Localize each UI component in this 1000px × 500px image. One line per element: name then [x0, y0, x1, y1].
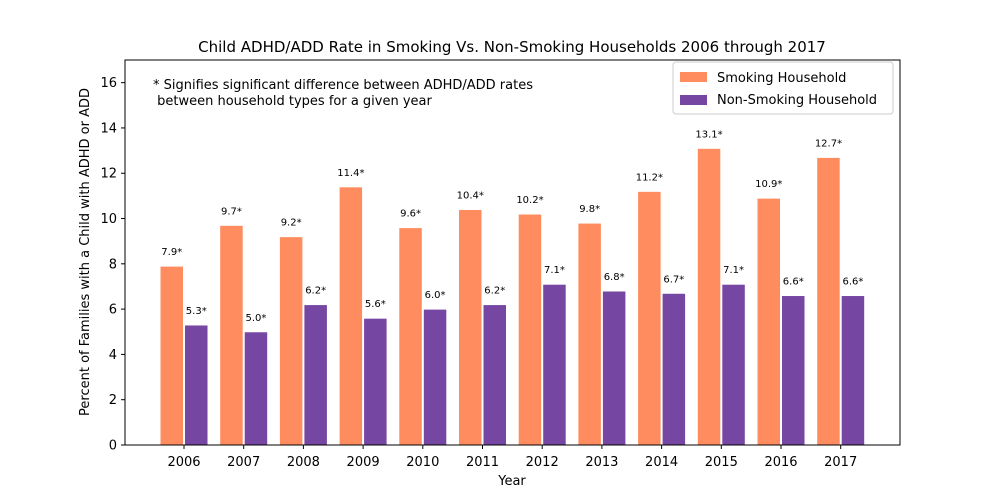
y-tick-label-14: 14 [100, 121, 117, 136]
bar-non-smoking-household-2011 [482, 304, 507, 446]
bar-label-smoking-household-2008: 9.2* [281, 218, 302, 229]
bar-label-non-smoking-household-2010: 6.0* [425, 290, 446, 301]
bar-label-smoking-household-2012: 10.2* [516, 195, 543, 206]
y-tick-label-8: 8 [109, 257, 117, 272]
bar-label-smoking-household-2016: 10.9* [755, 179, 782, 190]
y-tick-label-12: 12 [100, 167, 117, 182]
bar-smoking-household-2016 [756, 197, 781, 446]
bar-non-smoking-household-2015 [721, 283, 746, 446]
bar-smoking-household-2017 [816, 156, 841, 446]
legend-label-smoking: Smoking Household [717, 71, 846, 86]
bar-non-smoking-household-2006 [184, 324, 209, 446]
bar-label-non-smoking-household-2009: 5.6* [365, 299, 386, 310]
x-tick-label-2015: 2015 [705, 455, 738, 470]
bar-non-smoking-household-2017 [840, 295, 866, 446]
annotation-line-2: between household types for a given year [153, 94, 433, 109]
x-tick-label-2010: 2010 [406, 455, 439, 470]
bar-label-non-smoking-household-2007: 5.0* [245, 313, 266, 324]
bar-label-non-smoking-household-2006: 5.3* [186, 306, 207, 317]
bar-label-smoking-household-2007: 9.7* [221, 206, 242, 217]
bar-smoking-household-2013 [577, 222, 602, 446]
bar-label-smoking-household-2015: 13.1* [695, 129, 722, 140]
bar-smoking-household-2009 [338, 186, 364, 446]
bar-non-smoking-household-2007 [243, 331, 269, 446]
bar-label-non-smoking-household-2011: 6.2* [484, 286, 505, 297]
y-axis-title: Percent of Families with a Child with AD… [78, 88, 93, 416]
bar-non-smoking-household-2014 [661, 292, 687, 446]
x-tick-label-2017: 2017 [824, 455, 857, 470]
x-tick-label-2008: 2008 [287, 455, 320, 470]
bar-label-smoking-household-2006: 7.9* [161, 247, 182, 258]
y-tick-label-16: 16 [100, 76, 117, 91]
annotation-line-1: * Signifies significant difference betwe… [153, 78, 533, 93]
bar-non-smoking-household-2016 [781, 295, 806, 446]
bar-non-smoking-household-2013 [601, 290, 627, 446]
bar-smoking-household-2011 [458, 208, 483, 446]
legend-swatch-non-smoking [680, 95, 707, 105]
bar-label-smoking-household-2010: 9.6* [400, 209, 421, 220]
chart-title: Child ADHD/ADD Rate in Smoking Vs. Non-S… [198, 38, 826, 56]
bar-label-non-smoking-household-2017: 6.6* [842, 277, 863, 288]
plot-frame [124, 59, 901, 446]
x-tick-label-2006: 2006 [167, 455, 200, 470]
bar-label-non-smoking-household-2008: 6.2* [305, 286, 326, 297]
bar-label-non-smoking-household-2015: 7.1* [723, 265, 744, 276]
bar-smoking-household-2008 [278, 236, 304, 446]
bar-smoking-household-2007 [219, 224, 244, 446]
bar-smoking-household-2010 [398, 227, 423, 446]
y-tick-label-0: 0 [109, 439, 117, 454]
y-tick-label-6: 6 [109, 303, 117, 318]
y-tick-label-10: 10 [100, 212, 117, 227]
bar-label-non-smoking-household-2012: 7.1* [544, 265, 565, 276]
bar-smoking-household-2015 [696, 147, 722, 446]
x-tick-label-2014: 2014 [645, 455, 678, 470]
y-axis: 0 2 4 6 8 10 12 14 16 [100, 76, 125, 454]
bar-smoking-household-2006 [159, 265, 184, 446]
bar-label-non-smoking-household-2014: 6.7* [663, 274, 684, 285]
legend: Smoking Household Non-Smoking Household [672, 61, 894, 115]
bar-smoking-household-2014 [637, 190, 662, 446]
x-tick-label-2011: 2011 [466, 455, 499, 470]
bar-non-smoking-household-2010 [422, 308, 448, 446]
bar-non-smoking-household-2012 [542, 283, 567, 446]
bar-label-smoking-household-2014: 11.2* [636, 172, 663, 183]
x-tick-label-2016: 2016 [764, 455, 797, 470]
bar-smoking-household-2012 [517, 213, 543, 446]
x-tick-label-2009: 2009 [347, 455, 380, 470]
x-axis: 2006 2007 2008 2009 2010 2011 2012 2013 2014 2015… [167, 445, 857, 470]
y-tick-label-4: 4 [109, 348, 117, 363]
bar-label-smoking-household-2011: 10.4* [457, 190, 484, 201]
legend-frame [672, 61, 894, 115]
legend-swatch-smoking [680, 72, 707, 82]
bar-label-smoking-household-2013: 9.8* [579, 204, 600, 215]
x-tick-label-2013: 2013 [585, 455, 618, 470]
y-tick-label-2: 2 [109, 393, 117, 408]
x-tick-label-2007: 2007 [227, 455, 260, 470]
bars: 7.9* 5.3* 9.7* 5.0* 9.2* 6.2* 11.4* 5.6* 9.6* 6.0… [159, 129, 866, 446]
bar-non-smoking-household-2009 [363, 317, 388, 446]
bar-label-non-smoking-household-2013: 6.8* [604, 272, 625, 283]
x-tick-label-2012: 2012 [526, 455, 559, 470]
bar-label-smoking-household-2009: 11.4* [337, 168, 364, 179]
bar-non-smoking-household-2008 [303, 304, 328, 446]
x-axis-title: Year [497, 474, 526, 489]
bar-label-smoking-household-2017: 12.7* [815, 138, 842, 149]
legend-label-non-smoking: Non-Smoking Household [717, 93, 877, 108]
bar-label-non-smoking-household-2016: 6.6* [783, 277, 804, 288]
